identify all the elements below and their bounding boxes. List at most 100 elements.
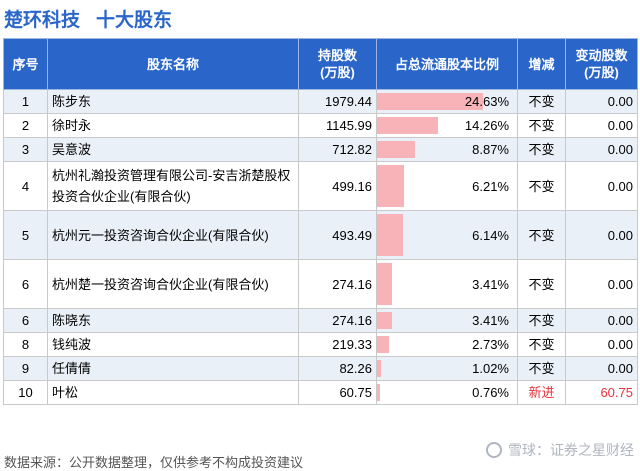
ratio-bar	[377, 384, 381, 401]
ratio-value: 24.63%	[464, 94, 509, 109]
shareholders-table: 序号 股东名称 持股数 (万股) 占总流通股本比例 增减 变动股数 (万股) 1…	[3, 38, 638, 405]
ratio-cell: 14.26%	[376, 113, 518, 138]
holder-name-cell: 徐时永	[47, 113, 299, 138]
rank-cell: 6	[3, 259, 48, 309]
rank-cell: 1	[3, 89, 48, 114]
ratio-bar	[377, 360, 382, 377]
shares-cell: 712.82	[298, 137, 377, 162]
ratio-bar	[377, 312, 392, 329]
shares-cell: 219.33	[298, 332, 377, 357]
shares-cell: 60.75	[298, 380, 377, 405]
ratio-bar	[377, 214, 404, 256]
col-header-ratio: 占总流通股本比例	[376, 38, 518, 90]
holder-name-cell: 杭州礼瀚投资管理有限公司-安吉浙楚股权投资合伙企业(有限合伙)	[47, 161, 299, 211]
ratio-bar	[377, 141, 416, 158]
change-cell: 不变	[517, 161, 566, 211]
delta-cell: 0.00	[565, 356, 638, 381]
ratio-cell: 24.63%	[376, 89, 518, 114]
ratio-bar	[377, 336, 389, 353]
ratio-bar	[377, 117, 439, 134]
ratio-cell: 1.02%	[376, 356, 518, 381]
shares-cell: 1145.99	[298, 113, 377, 138]
holder-name-cell: 钱纯波	[47, 332, 299, 357]
change-cell: 新进	[517, 380, 566, 405]
change-cell: 不变	[517, 332, 566, 357]
table-header-row: 序号 股东名称 持股数 (万股) 占总流通股本比例 增减 变动股数 (万股)	[3, 38, 638, 90]
company-name: 楚环科技	[4, 9, 81, 31]
ratio-bar	[377, 165, 404, 207]
snowball-logo-icon	[486, 442, 502, 458]
col-header-name: 股东名称	[47, 38, 299, 90]
delta-cell: 0.00	[565, 137, 638, 162]
rank-cell: 6	[3, 308, 48, 333]
delta-cell: 60.75	[565, 380, 638, 405]
ratio-cell: 0.76%	[376, 380, 518, 405]
change-cell: 不变	[517, 356, 566, 381]
rank-cell: 8	[3, 332, 48, 357]
table-row: 9 任倩倩 82.26 1.02% 不变 0.00	[3, 356, 638, 381]
table-row: 4 杭州礼瀚投资管理有限公司-安吉浙楚股权投资合伙企业(有限合伙) 499.16 6.…	[3, 161, 638, 211]
delta-cell: 0.00	[565, 308, 638, 333]
delta-cell: 0.00	[565, 161, 638, 211]
ratio-cell: 3.41%	[376, 308, 518, 333]
rank-cell: 5	[3, 210, 48, 260]
ratio-value: 2.73%	[472, 337, 509, 352]
col-header-shares: 持股数 (万股)	[298, 38, 377, 90]
delta-cell: 0.00	[565, 89, 638, 114]
ratio-cell: 3.41%	[376, 259, 518, 309]
table-row: 1 陈步东 1979.44 24.63% 不变 0.00	[3, 89, 638, 114]
rank-cell: 4	[3, 161, 48, 211]
delta-cell: 0.00	[565, 113, 638, 138]
col-header-change: 增减	[517, 38, 566, 90]
ratio-cell: 2.73%	[376, 332, 518, 357]
delta-cell: 0.00	[565, 332, 638, 357]
brand-mark: 雪球：证券之星财经	[486, 440, 634, 460]
holder-name-cell: 杭州元一投资咨询合伙企业(有限合伙)	[47, 210, 299, 260]
change-cell: 不变	[517, 210, 566, 260]
rank-cell: 2	[3, 113, 48, 138]
shares-cell: 82.26	[298, 356, 377, 381]
change-cell: 不变	[517, 137, 566, 162]
table-row: 8 钱纯波 219.33 2.73% 不变 0.00	[3, 332, 638, 357]
change-cell: 不变	[517, 308, 566, 333]
holder-name-cell: 陈步东	[47, 89, 299, 114]
table-row: 3 吴意波 712.82 8.87% 不变 0.00	[3, 137, 638, 162]
ratio-bar	[377, 263, 392, 305]
delta-cell: 0.00	[565, 210, 638, 260]
ratio-value: 1.02%	[472, 361, 509, 376]
col-header-delta: 变动股数 (万股)	[565, 38, 638, 90]
rank-cell: 9	[3, 356, 48, 381]
table-row: 2 徐时永 1145.99 14.26% 不变 0.00	[3, 113, 638, 138]
holder-name-cell: 杭州楚一投资咨询合伙企业(有限合伙)	[47, 259, 299, 309]
shares-cell: 1979.44	[298, 89, 377, 114]
data-source-note: 数据来源：公开数据整理，仅供参考不构成投资建议	[4, 455, 304, 470]
change-cell: 不变	[517, 89, 566, 114]
change-cell: 不变	[517, 259, 566, 309]
ratio-cell: 8.87%	[376, 137, 518, 162]
ratio-cell: 6.14%	[376, 210, 518, 260]
holder-name-cell: 任倩倩	[47, 356, 299, 381]
shares-cell: 274.16	[298, 259, 377, 309]
change-cell: 不变	[517, 113, 566, 138]
table-row: 10 叶松 60.75 0.76% 新进 60.75	[3, 380, 638, 405]
rank-cell: 3	[3, 137, 48, 162]
table-row: 6 杭州楚一投资咨询合伙企业(有限合伙) 274.16 3.41% 不变 0.00	[3, 259, 638, 309]
ratio-value: 0.76%	[472, 385, 509, 400]
ratio-value: 3.41%	[472, 313, 509, 328]
ratio-value: 8.87%	[472, 142, 509, 157]
ratio-bar	[377, 93, 483, 110]
page-header: 楚环科技 十大股东	[0, 0, 640, 36]
shares-cell: 493.49	[298, 210, 377, 260]
rank-cell: 10	[3, 380, 48, 405]
table-row: 5 杭州元一投资咨询合伙企业(有限合伙) 493.49 6.14% 不变 0.00	[3, 210, 638, 260]
shares-cell: 499.16	[298, 161, 377, 211]
holder-name-cell: 叶松	[47, 380, 299, 405]
shares-cell: 274.16	[298, 308, 377, 333]
delta-cell: 0.00	[565, 259, 638, 309]
holder-name-cell: 陈晓东	[47, 308, 299, 333]
holder-name-cell: 吴意波	[47, 137, 299, 162]
page-title: 十大股东	[96, 9, 173, 31]
brand-text: 雪球：证券之星财经	[508, 442, 634, 458]
ratio-cell: 6.21%	[376, 161, 518, 211]
table-row: 6 陈晓东 274.16 3.41% 不变 0.00	[3, 308, 638, 333]
